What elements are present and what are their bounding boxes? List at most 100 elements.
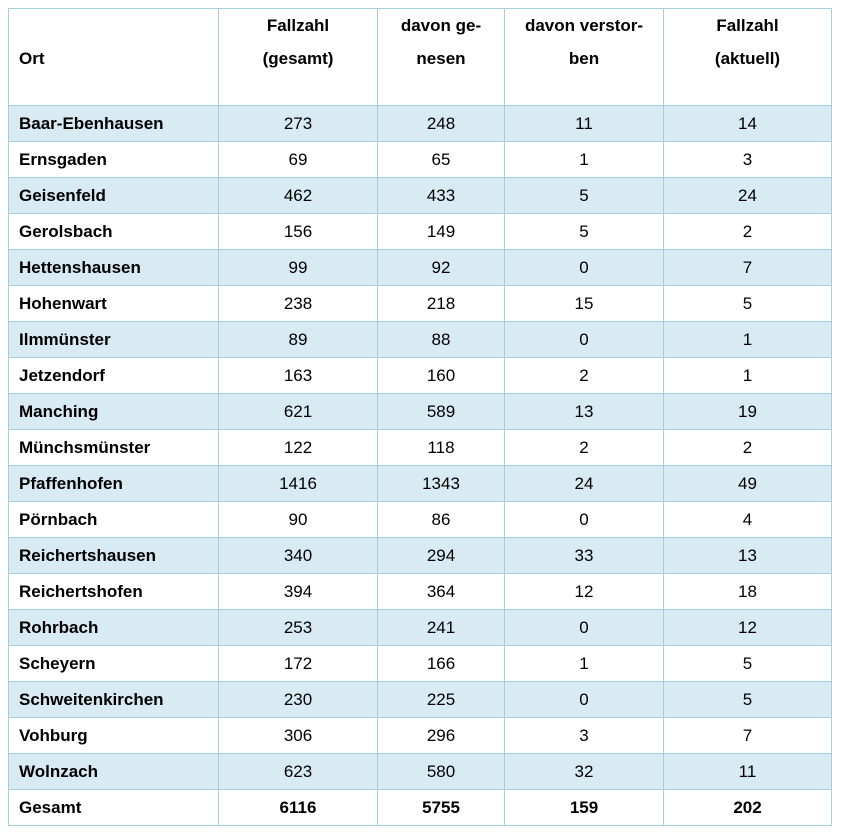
cell-ort: Hohenwart (8, 285, 219, 322)
header-cell-davon-verstorben: davon verstor- ben (504, 8, 664, 106)
cell-value: 7 (663, 717, 832, 754)
cell-value: 12 (504, 573, 664, 610)
cell-value: 5 (663, 681, 832, 718)
cell-ort: Wolnzach (8, 753, 219, 790)
header-label-line2: nesen (416, 49, 466, 68)
cell-value: 92 (377, 249, 505, 286)
cell-value: 306 (218, 717, 378, 754)
cell-value: 2 (504, 357, 664, 394)
cell-value: 273 (218, 105, 378, 142)
cell-value: 433 (377, 177, 505, 214)
table-row: Münchsmünster 122 118 2 2 (8, 429, 832, 466)
cell-ort: Ilmmünster (8, 321, 219, 358)
cell-value: 5 (504, 177, 664, 214)
cell-value: 248 (377, 105, 505, 142)
table-row: Manching 621 589 13 19 (8, 393, 832, 430)
cell-value: 580 (377, 753, 505, 790)
cell-ort: Scheyern (8, 645, 219, 682)
cell-value: 394 (218, 573, 378, 610)
cell-value: 202 (663, 789, 832, 826)
cell-value: 5 (663, 645, 832, 682)
cell-value: 118 (377, 429, 505, 466)
cell-value: 621 (218, 393, 378, 430)
cell-value: 2 (663, 429, 832, 466)
table-row: Jetzendorf 163 160 2 1 (8, 357, 832, 394)
table-row: Pörnbach 90 86 0 4 (8, 501, 832, 538)
cell-ort: Gesamt (8, 789, 219, 826)
cell-value: 15 (504, 285, 664, 322)
table-row: Rohrbach 253 241 0 12 (8, 609, 832, 646)
cell-value: 149 (377, 213, 505, 250)
cell-value: 11 (504, 105, 664, 142)
cell-value: 172 (218, 645, 378, 682)
cell-value: 159 (504, 789, 664, 826)
cell-value: 13 (504, 393, 664, 430)
cell-value: 49 (663, 465, 832, 502)
cell-value: 24 (663, 177, 832, 214)
cell-value: 14 (663, 105, 832, 142)
cell-value: 5 (663, 285, 832, 322)
cell-ort: Vohburg (8, 717, 219, 754)
table-row: Vohburg 306 296 3 7 (8, 717, 832, 754)
cell-value: 296 (377, 717, 505, 754)
cell-value: 462 (218, 177, 378, 214)
cell-value: 122 (218, 429, 378, 466)
cell-value: 1 (663, 357, 832, 394)
cell-value: 4 (663, 501, 832, 538)
cell-value: 1 (663, 321, 832, 358)
cell-value: 33 (504, 537, 664, 574)
table-row: Pfaffenhofen 1416 1343 24 49 (8, 465, 832, 502)
cell-ort: Jetzendorf (8, 357, 219, 394)
cell-value: 225 (377, 681, 505, 718)
cell-value: 65 (377, 141, 505, 178)
table-row: Reichertshausen 340 294 33 13 (8, 537, 832, 574)
cell-ort: Pfaffenhofen (8, 465, 219, 502)
cell-value: 12 (663, 609, 832, 646)
cell-value: 88 (377, 321, 505, 358)
cell-value: 0 (504, 501, 664, 538)
cell-ort: Ernsgaden (8, 141, 219, 178)
header-label-line2: (gesamt) (262, 49, 334, 68)
cell-value: 6116 (218, 789, 378, 826)
cell-ort: Baar-Ebenhausen (8, 105, 219, 142)
cell-value: 253 (218, 609, 378, 646)
table-row: Hohenwart 238 218 15 5 (8, 285, 832, 322)
header-label-line1: davon ge- (400, 16, 482, 35)
table-row: Ilmmünster 89 88 0 1 (8, 321, 832, 358)
cell-value: 0 (504, 609, 664, 646)
table-row: Gerolsbach 156 149 5 2 (8, 213, 832, 250)
cell-value: 166 (377, 645, 505, 682)
cell-ort: Reichertshofen (8, 573, 219, 610)
cell-value: 69 (218, 141, 378, 178)
header-cell-fallzahl-aktuell: Fallzahl (aktuell) (663, 8, 832, 106)
cell-value: 19 (663, 393, 832, 430)
cell-value: 623 (218, 753, 378, 790)
cell-value: 218 (377, 285, 505, 322)
cell-value: 11 (663, 753, 832, 790)
cell-value: 24 (504, 465, 664, 502)
cell-ort: Münchsmünster (8, 429, 219, 466)
total-row: Gesamt 6116 5755 159 202 (8, 789, 832, 826)
cell-ort: Manching (8, 393, 219, 430)
cell-value: 0 (504, 681, 664, 718)
cell-value: 2 (504, 429, 664, 466)
cell-value: 160 (377, 357, 505, 394)
cell-value: 163 (218, 357, 378, 394)
cell-value: 13 (663, 537, 832, 574)
cell-value: 1 (504, 141, 664, 178)
table-row: Geisenfeld 462 433 5 24 (8, 177, 832, 214)
table-row: Scheyern 172 166 1 5 (8, 645, 832, 682)
table-row: Schweitenkirchen 230 225 0 5 (8, 681, 832, 718)
table-row: Ernsgaden 69 65 1 3 (8, 141, 832, 178)
cell-value: 340 (218, 537, 378, 574)
cell-value: 7 (663, 249, 832, 286)
cell-ort: Reichertshausen (8, 537, 219, 574)
cell-ort: Schweitenkirchen (8, 681, 219, 718)
header-cell-fallzahl-gesamt: Fallzahl (gesamt) (218, 8, 378, 106)
header-row: Ort Fallzahl (gesamt) davon ge- nesen da… (8, 8, 832, 106)
header-label-line1: Fallzahl (266, 16, 330, 35)
cell-value: 0 (504, 249, 664, 286)
cell-value: 5755 (377, 789, 505, 826)
cell-ort: Rohrbach (8, 609, 219, 646)
